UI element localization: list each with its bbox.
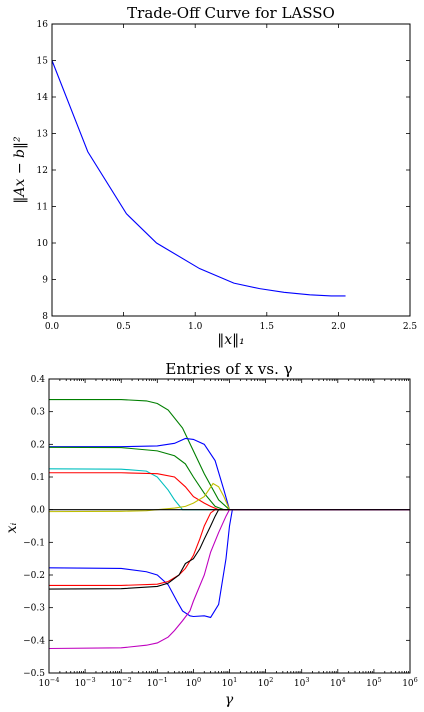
series-line — [49, 437, 410, 511]
x-tick-label: 0.0 — [45, 322, 60, 332]
plot-frame — [48, 378, 411, 674]
series-group — [48, 399, 410, 650]
x-tick-label: 103 — [294, 676, 310, 689]
y-tick-label: 13 — [37, 130, 49, 140]
series-line — [48, 509, 410, 650]
x-tick-label: 106 — [402, 676, 418, 689]
plot-frame — [51, 23, 411, 317]
series-line — [48, 509, 410, 590]
x-tick-label: 2.5 — [403, 322, 418, 332]
y-tick-label: 9 — [42, 276, 48, 286]
y-tick-label: 0.4 — [31, 375, 46, 385]
series-line — [49, 472, 410, 511]
series-line — [48, 482, 410, 513]
y-tick-label: 0.3 — [31, 408, 46, 418]
x-tick-label: 105 — [366, 676, 382, 689]
entries-chart: Entries of x vs. γ 10−4 10−3 10−2 10−1 100 10… — [4, 360, 418, 708]
y-tick-label: −0.3 — [23, 604, 45, 614]
x-axis-label: ‖x‖₁ — [217, 332, 245, 348]
y-tick-label: 11 — [37, 203, 48, 213]
x-tick-label: 10−3 — [75, 676, 96, 689]
series-line — [48, 468, 410, 511]
x-tick-label: 101 — [222, 676, 238, 689]
tick-group: 0.0 0.5 1.0 1.5 2.0 2.5 8 9 10 11 12 13 14 15 16 — [37, 20, 418, 332]
x-tick-label: 0.5 — [116, 322, 131, 332]
y-tick-label: −0.1 — [23, 538, 45, 548]
y-tick-label: −0.4 — [23, 636, 45, 646]
y-tick-label: 10 — [37, 239, 49, 249]
series-line — [49, 509, 410, 586]
x-tick-label: 100 — [186, 676, 202, 689]
y-tick-label: 0.2 — [31, 440, 45, 450]
x-tick-label: 10−4 — [38, 676, 59, 689]
x-axis-label: γ — [225, 692, 234, 708]
x-tick-label: 102 — [258, 676, 274, 689]
x-tick-label: 2.0 — [331, 322, 346, 332]
y-tick-label: −0.5 — [23, 669, 45, 679]
y-tick-label: 8 — [42, 312, 48, 322]
y-tick-label: 15 — [37, 57, 49, 67]
x-tick-label: 10−1 — [147, 676, 168, 689]
y-tick-label: −0.2 — [23, 571, 45, 581]
chart-title: Trade-Off Curve for LASSO — [127, 4, 335, 22]
x-tick-label: 1.0 — [188, 322, 203, 332]
tick-group: 10−4 10−3 10−2 10−1 100 101 102 103 104 105 106 −0.… — [23, 375, 418, 689]
series-line — [48, 446, 410, 511]
tradeoff-chart: Trade-Off Curve for LASSO 0.0 0.5 1.0 1.5 2.… — [12, 4, 417, 348]
y-tick-label: 12 — [37, 166, 48, 176]
series-line — [51, 60, 346, 297]
series-group — [51, 60, 346, 297]
y-tick-label: 0.0 — [31, 506, 46, 516]
series-line — [49, 399, 410, 511]
x-tick-label: 1.5 — [260, 322, 275, 332]
y-axis-label: ‖Ax − b‖² — [12, 136, 28, 204]
x-tick-label: 104 — [330, 676, 346, 689]
x-tick-label: 10−2 — [111, 676, 132, 689]
series-line — [48, 509, 410, 619]
y-axis-label: xᵢ — [4, 522, 20, 533]
y-tick-label: 0.1 — [31, 473, 45, 483]
chart-title: Entries of x vs. γ — [165, 360, 292, 378]
y-tick-label: 14 — [37, 93, 49, 103]
y-tick-label: 16 — [37, 20, 49, 30]
